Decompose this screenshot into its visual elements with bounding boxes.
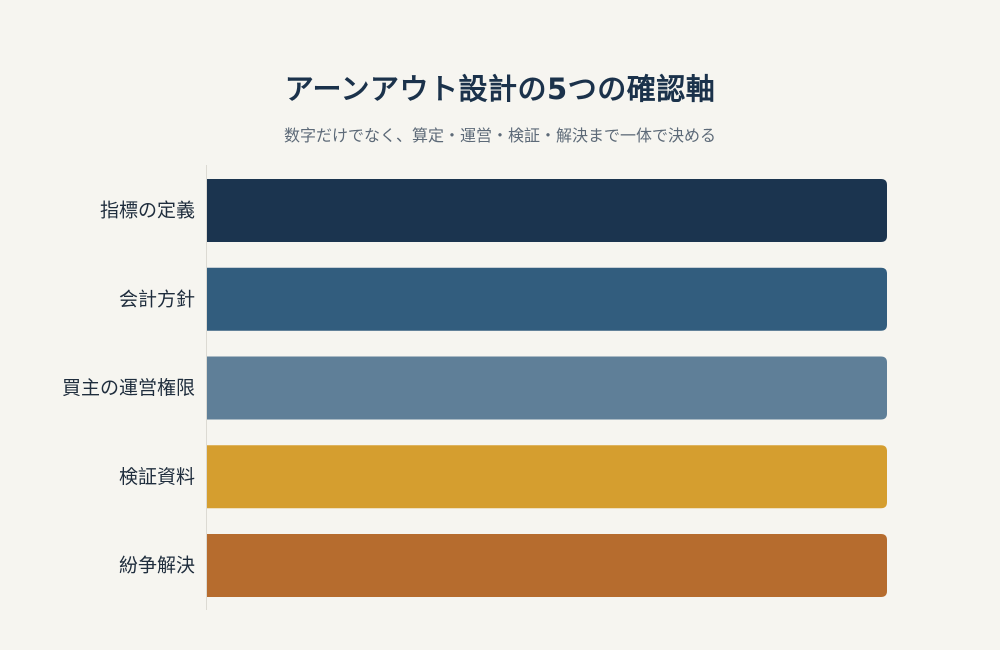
category-label-5: 紛争解決 [119, 555, 195, 577]
chart-subtitle: 数字だけでなく、算定・運営・検証・解決まで一体で決める [283, 126, 716, 145]
bar-1 [207, 179, 887, 242]
bars-group [207, 179, 887, 597]
category-label-4: 検証資料 [119, 466, 195, 488]
chart-title: アーンアウト設計の5つの確認軸 [284, 72, 716, 106]
bar-2 [207, 267, 887, 331]
category-label-3: 買主の運営権限 [62, 377, 195, 399]
bar-4 [207, 445, 887, 509]
bar-5 [207, 534, 887, 597]
category-label-2: 会計方針 [119, 288, 195, 310]
category-label-1: 指標の定義 [100, 200, 195, 222]
bar-3 [207, 356, 887, 420]
